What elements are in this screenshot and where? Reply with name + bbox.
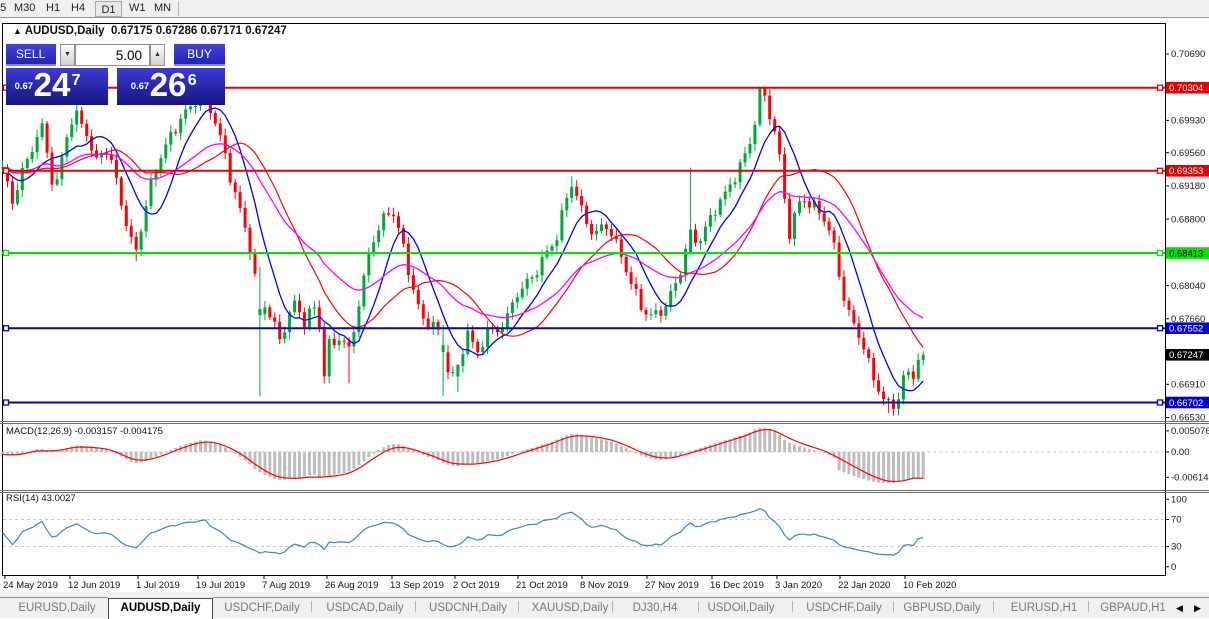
svg-text:MACD(12,26,9) -0.003157 -0.004: MACD(12,26,9) -0.003157 -0.004175 <box>6 426 163 437</box>
svg-text:0.66530: 0.66530 <box>1171 413 1205 424</box>
svg-text:2 Oct 2019: 2 Oct 2019 <box>453 580 499 591</box>
svg-text:1 Jul 2019: 1 Jul 2019 <box>136 580 180 591</box>
svg-text:0.69353: 0.69353 <box>1169 166 1203 177</box>
svg-text:0.67660: 0.67660 <box>1171 314 1205 325</box>
svg-text:-0.006148: -0.006148 <box>1171 473 1209 484</box>
svg-text:0.69930: 0.69930 <box>1171 116 1205 127</box>
svg-text:0.69180: 0.69180 <box>1171 181 1205 192</box>
svg-text:0.005076: 0.005076 <box>1171 426 1209 437</box>
svg-text:21 Oct 2019: 21 Oct 2019 <box>516 580 568 591</box>
svg-text:RSI(14) 43.0027: RSI(14) 43.0027 <box>6 493 76 504</box>
svg-text:0.69560: 0.69560 <box>1171 148 1205 159</box>
svg-text:16 Dec 2019: 16 Dec 2019 <box>710 580 764 591</box>
svg-text:30: 30 <box>1171 542 1182 553</box>
svg-text:70: 70 <box>1171 515 1182 526</box>
svg-text:0.67552: 0.67552 <box>1169 324 1203 335</box>
svg-text:26 Aug 2019: 26 Aug 2019 <box>325 580 378 591</box>
svg-text:0: 0 <box>1171 562 1176 573</box>
svg-text:0.66702: 0.66702 <box>1169 398 1203 409</box>
svg-text:0.68040: 0.68040 <box>1171 281 1205 292</box>
svg-text:13 Sep 2019: 13 Sep 2019 <box>390 580 444 591</box>
svg-text:0.68413: 0.68413 <box>1169 248 1203 259</box>
svg-text:24 May 2019: 24 May 2019 <box>3 580 58 591</box>
svg-text:10 Feb 2020: 10 Feb 2020 <box>903 580 956 591</box>
svg-text:0.70690: 0.70690 <box>1171 49 1205 60</box>
svg-text:3 Jan 2020: 3 Jan 2020 <box>775 580 822 591</box>
svg-text:8 Nov 2019: 8 Nov 2019 <box>580 580 629 591</box>
svg-text:12 Jun 2019: 12 Jun 2019 <box>68 580 120 591</box>
svg-text:100: 100 <box>1171 494 1187 505</box>
svg-text:0.67247: 0.67247 <box>1169 350 1203 361</box>
svg-text:19 Jul 2019: 19 Jul 2019 <box>196 580 245 591</box>
svg-text:22 Jan 2020: 22 Jan 2020 <box>838 580 890 591</box>
svg-text:7 Aug 2019: 7 Aug 2019 <box>262 580 310 591</box>
svg-text:27 Nov 2019: 27 Nov 2019 <box>645 580 699 591</box>
svg-text:0.66910: 0.66910 <box>1171 380 1205 391</box>
svg-text:0.00: 0.00 <box>1171 447 1190 458</box>
svg-text:0.70304: 0.70304 <box>1169 83 1203 94</box>
svg-text:0.68800: 0.68800 <box>1171 214 1205 225</box>
